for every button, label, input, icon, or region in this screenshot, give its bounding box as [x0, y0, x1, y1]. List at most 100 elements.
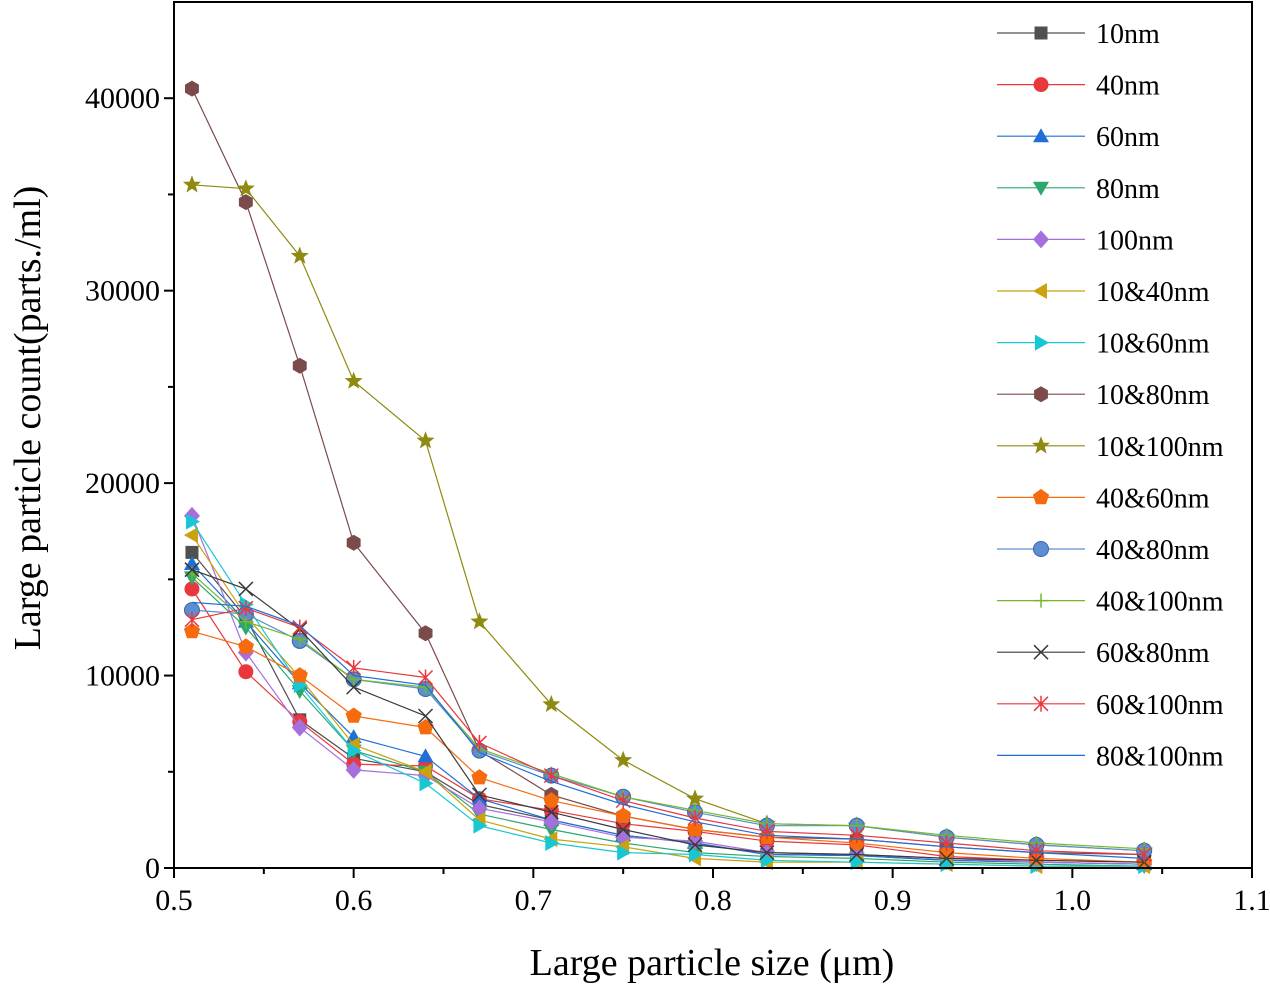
data-point — [1136, 846, 1152, 863]
legend-marker — [1033, 128, 1049, 143]
x-tick-label: 0.8 — [694, 884, 732, 917]
legend-marker — [1033, 77, 1049, 93]
legend-label: 10&100nm — [1096, 432, 1224, 463]
data-point — [760, 852, 775, 869]
legend-marker — [1032, 488, 1050, 505]
legend-label: 10nm — [1096, 19, 1160, 50]
data-point — [473, 817, 488, 834]
legend-entry: 10&40nm — [997, 277, 1210, 308]
data-point — [687, 837, 703, 853]
data-point — [238, 664, 254, 680]
data-point — [759, 845, 775, 861]
data-point — [185, 513, 200, 530]
data-point — [471, 799, 488, 818]
series-line — [191, 630, 1145, 863]
series-80-100nm — [191, 601, 1145, 859]
legend-label: 40nm — [1096, 71, 1160, 102]
legend-label: 60&80nm — [1096, 638, 1210, 669]
legend-marker — [1032, 436, 1050, 454]
legend-entry: 10&60nm — [997, 329, 1210, 360]
series-10-60nm — [185, 513, 1153, 875]
series-60-100nm — [184, 600, 1152, 863]
data-point — [614, 750, 633, 768]
legend-label: 100nm — [1096, 225, 1174, 256]
data-point — [347, 742, 362, 759]
legend-entry: 80nm — [997, 174, 1160, 205]
y-axis-title: Large particle count(parts./ml) — [7, 186, 49, 651]
data-point — [615, 821, 631, 838]
legend-entry: 10nm — [997, 19, 1160, 50]
series-60nm — [183, 555, 1153, 871]
legend-marker — [1033, 181, 1049, 196]
data-point — [184, 562, 200, 578]
legend-marker — [1034, 386, 1048, 403]
series-line — [191, 601, 1145, 859]
data-point — [183, 527, 198, 544]
data-point — [184, 611, 200, 628]
data-point — [417, 763, 432, 780]
legend-entry: 80&100nm — [997, 741, 1224, 772]
x-tick-label: 1.0 — [1054, 884, 1092, 917]
data-point — [470, 612, 489, 630]
data-point — [617, 844, 632, 861]
data-point — [543, 804, 559, 820]
y-tick-label: 40000 — [85, 82, 160, 115]
data-point — [346, 534, 361, 551]
data-point — [183, 622, 201, 639]
data-point — [238, 614, 253, 629]
series-line — [191, 534, 1145, 867]
series-10nm — [185, 545, 1151, 871]
series-40-60nm — [183, 622, 1153, 870]
series-40nm — [184, 581, 1152, 870]
data-point — [238, 581, 254, 597]
data-point — [686, 821, 704, 837]
legend-label: 80nm — [1096, 174, 1160, 205]
legend-label: 60&100nm — [1096, 690, 1224, 721]
x-axis-title: Large particle size (μm) — [530, 942, 895, 984]
data-point — [292, 619, 308, 636]
legend-marker — [1033, 541, 1049, 557]
x-tick-label: 0.7 — [515, 884, 553, 917]
series-line — [191, 184, 1145, 852]
y-tick-label: 20000 — [85, 467, 160, 500]
data-point — [185, 545, 199, 559]
legend-entry: 40&80nm — [997, 535, 1210, 566]
data-point — [238, 194, 253, 211]
series-40-100nm — [184, 566, 1152, 856]
data-point — [419, 775, 434, 792]
legend-marker — [1034, 26, 1048, 40]
data-point — [543, 812, 560, 831]
y-tick-label: 30000 — [85, 275, 160, 308]
legend-label: 10&40nm — [1096, 277, 1210, 308]
series-line — [191, 576, 1145, 867]
legend-marker — [1033, 283, 1047, 299]
data-point — [1028, 842, 1044, 859]
series-line — [191, 607, 1145, 856]
data-point — [291, 718, 308, 737]
x-tick-label: 0.9 — [874, 884, 912, 917]
legend-label: 80&100nm — [1096, 741, 1224, 772]
legend-entry: 10&80nm — [997, 380, 1210, 411]
data-point — [615, 807, 632, 823]
data-point — [346, 659, 362, 676]
data-point — [849, 846, 865, 863]
data-point — [471, 769, 488, 785]
x-tick-label: 0.5 — [155, 884, 193, 917]
series-line — [191, 563, 1145, 865]
legend-entry: 60nm — [997, 122, 1160, 153]
legend-label: 40&80nm — [1096, 535, 1210, 566]
legend-entry: 40&100nm — [997, 587, 1224, 618]
legend-label: 10&80nm — [1096, 380, 1210, 411]
data-point — [238, 600, 254, 617]
legend-entry: 60&100nm — [997, 690, 1224, 721]
series-40-80nm — [183, 602, 1153, 859]
data-point — [345, 707, 362, 723]
series-line — [191, 552, 1145, 865]
data-point — [184, 581, 200, 597]
legend-label: 60nm — [1096, 122, 1160, 153]
series-100nm — [183, 506, 1153, 874]
series-line — [191, 569, 1145, 863]
data-point — [471, 787, 487, 803]
